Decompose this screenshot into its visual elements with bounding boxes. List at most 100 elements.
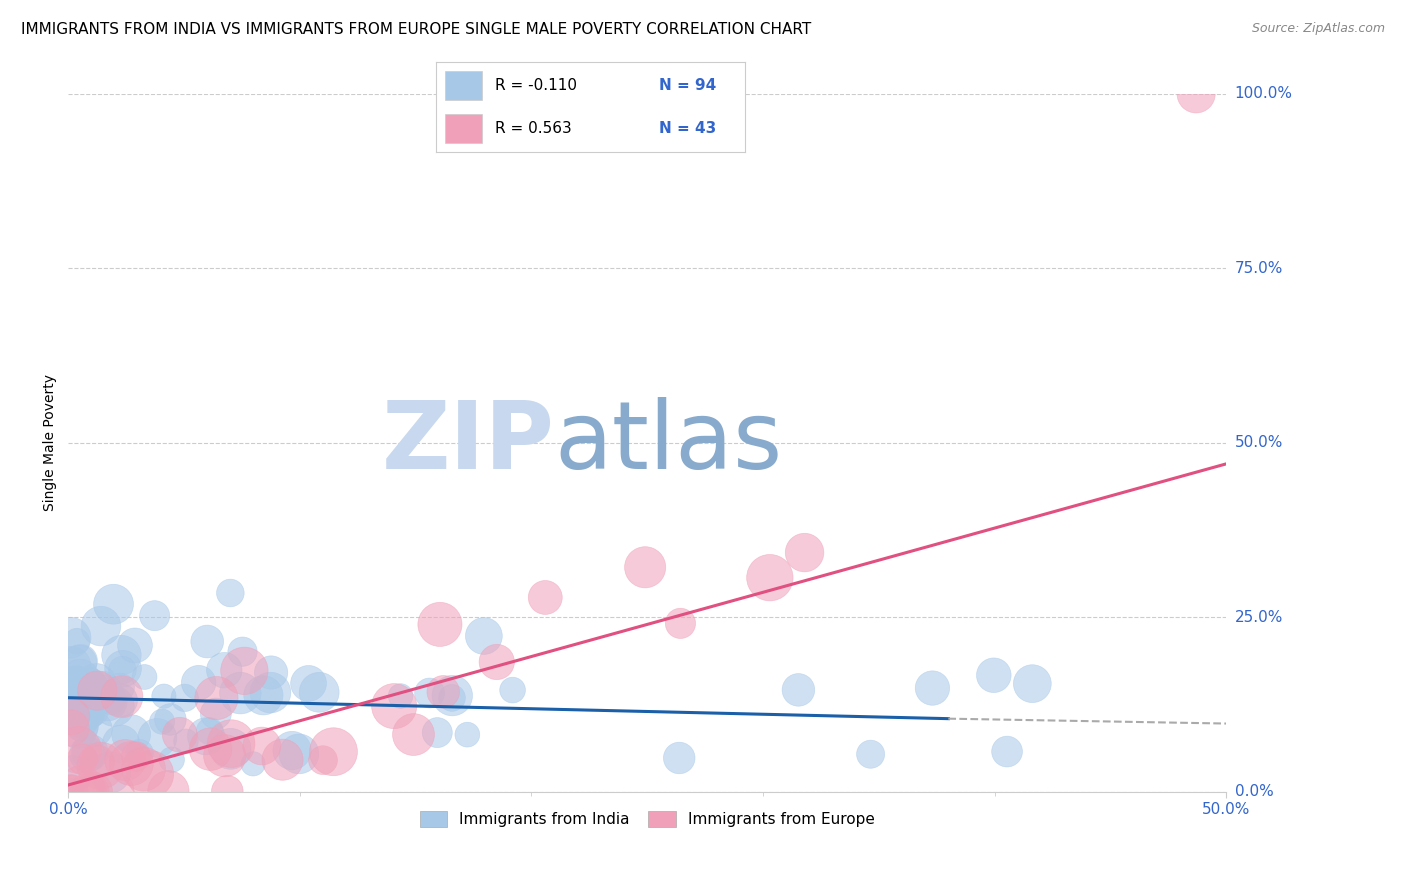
Point [1185, 87, 1208, 101]
Point [195, 729, 218, 743]
Point [84, 698, 107, 712]
Point [219, 586, 242, 600]
Point [77, 681, 100, 695]
Point [259, 685, 281, 699]
Point [312, 753, 335, 767]
Point [67, 710, 90, 724]
Point [793, 545, 815, 559]
Point [534, 591, 557, 605]
Point [70, 781, 93, 796]
Point [80, 707, 103, 722]
Point [759, 571, 782, 585]
Point [668, 751, 690, 765]
Point [485, 655, 508, 669]
Point [111, 690, 134, 704]
Point [104, 784, 127, 798]
Point [322, 745, 344, 759]
Point [198, 724, 221, 739]
Point [169, 728, 191, 742]
Point [983, 668, 1005, 682]
Point [60, 688, 83, 702]
Text: ZIP: ZIP [381, 397, 554, 489]
Point [134, 670, 156, 684]
Point [456, 728, 478, 742]
Point [146, 731, 169, 745]
Text: Source: ZipAtlas.com: Source: ZipAtlas.com [1251, 22, 1385, 36]
Point [75, 704, 97, 718]
Point [76, 747, 98, 762]
Point [308, 685, 330, 699]
Point [66, 711, 89, 725]
Point [382, 699, 405, 714]
Point [59, 659, 82, 673]
Point [70, 687, 93, 701]
Bar [446, 114, 482, 143]
Point [60, 702, 83, 716]
Point [67, 743, 90, 757]
Point [426, 725, 449, 739]
Point [60, 784, 83, 798]
Point [281, 743, 304, 757]
Point [229, 686, 252, 700]
Point [139, 767, 162, 781]
Point [128, 746, 150, 760]
Point [111, 663, 134, 677]
Point [429, 617, 451, 632]
Point [219, 742, 242, 756]
Point [90, 619, 112, 633]
Point [124, 639, 146, 653]
Point [921, 681, 943, 695]
Point [93, 681, 115, 696]
Point [97, 694, 120, 708]
Point [1021, 676, 1043, 690]
Point [59, 631, 82, 645]
Point [62, 687, 84, 701]
Point [242, 756, 264, 771]
Point [100, 690, 122, 704]
Text: 75.0%: 75.0% [1234, 260, 1282, 276]
Point [72, 752, 94, 766]
Point [219, 737, 242, 751]
Point [157, 784, 180, 798]
Text: 0.0%: 0.0% [1234, 784, 1274, 799]
Point [69, 671, 91, 685]
Text: 100.0%: 100.0% [1234, 87, 1292, 102]
Point [205, 706, 228, 721]
Point [79, 746, 101, 760]
Point [82, 784, 104, 798]
Point [83, 705, 105, 719]
Point [132, 762, 155, 776]
Text: R = -0.110: R = -0.110 [495, 78, 576, 93]
Point [173, 690, 195, 705]
Point [260, 665, 283, 680]
Point [143, 608, 166, 623]
Point [288, 747, 311, 761]
Point [150, 714, 173, 729]
Point [69, 678, 91, 692]
Point [440, 690, 463, 705]
Point [187, 675, 209, 690]
Point [76, 706, 98, 721]
Bar [446, 71, 482, 100]
Point [69, 711, 91, 725]
Point [112, 662, 135, 676]
Text: 50.0%: 50.0% [1234, 435, 1282, 450]
Text: 25.0%: 25.0% [1234, 610, 1282, 625]
Point [77, 691, 100, 706]
Point [402, 727, 425, 741]
Point [634, 560, 657, 574]
Point [77, 700, 100, 714]
Point [389, 689, 412, 703]
Point [77, 680, 100, 694]
Point [787, 682, 810, 697]
Point [86, 683, 108, 698]
Point [86, 756, 108, 770]
Point [995, 745, 1018, 759]
Point [59, 784, 82, 798]
Point [77, 784, 100, 798]
Point [70, 718, 93, 732]
Text: atlas: atlas [554, 397, 783, 489]
Point [63, 699, 86, 714]
Point [160, 753, 183, 767]
Point [59, 784, 82, 798]
